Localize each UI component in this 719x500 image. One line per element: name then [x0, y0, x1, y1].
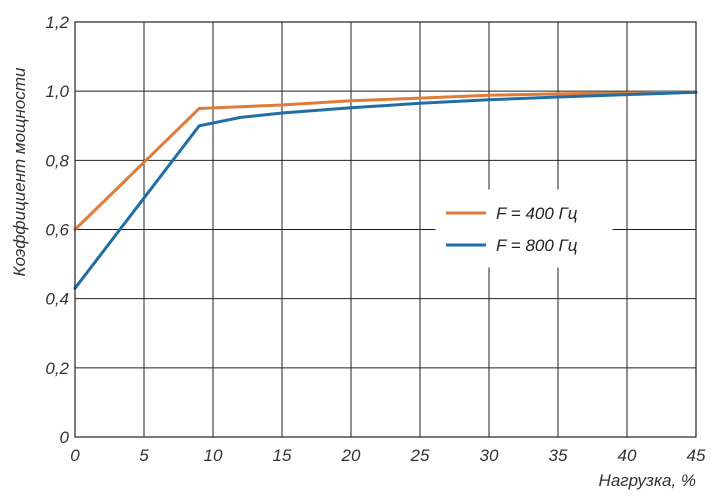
series-line-1 [73, 90, 698, 290]
legend-box [435, 189, 613, 268]
legend-label-800: F = 800 Гц [496, 236, 578, 255]
legend: F = 400 Гц F = 800 Гц [435, 189, 613, 268]
y-tick-label: 1,2 [45, 13, 69, 32]
x-tick-label: 45 [687, 446, 706, 465]
series-line-0 [73, 90, 698, 231]
y-tick-label: 0,6 [45, 221, 69, 240]
x-tick-label: 25 [410, 446, 430, 465]
y-tick-label: 0,2 [45, 359, 69, 378]
x-tick-label: 5 [139, 446, 149, 465]
x-tick-label: 30 [480, 446, 499, 465]
y-tick-label: 1,0 [45, 82, 69, 101]
x-tick-label: 10 [204, 446, 223, 465]
y-tick-labels: 0 0,2 0,4 0,6 0,8 1,0 1,2 [45, 13, 69, 447]
y-tick-label: 0,8 [45, 151, 69, 170]
y-tick-label: 0,4 [45, 290, 69, 309]
x-tick-label: 40 [618, 446, 637, 465]
x-tick-labels: 0 5 10 15 20 25 30 35 40 45 [70, 446, 706, 465]
x-tick-label: 20 [341, 446, 361, 465]
legend-label-400: F = 400 Гц [496, 204, 578, 223]
x-axis-title: Нагрузка, % [599, 471, 696, 490]
series-layer [73, 90, 698, 290]
y-axis-title: Коэффициент мощности [10, 67, 29, 276]
x-tick-label: 35 [549, 446, 568, 465]
x-tick-label: 0 [70, 446, 80, 465]
x-tick-label: 15 [273, 446, 292, 465]
y-tick-label: 0 [60, 428, 70, 447]
plot-frame [74, 21, 697, 438]
